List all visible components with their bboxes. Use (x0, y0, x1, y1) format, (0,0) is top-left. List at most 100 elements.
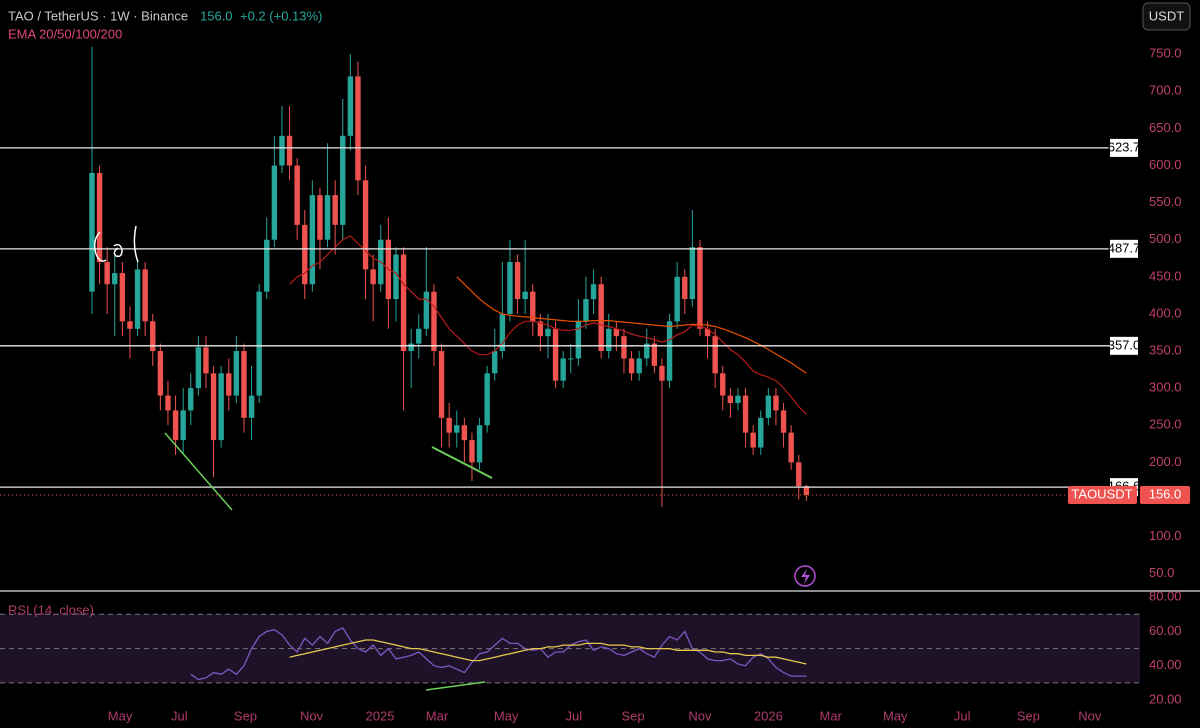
candle-body (264, 239, 270, 292)
candle-body (309, 195, 316, 285)
candle-body (157, 351, 164, 396)
last-price: 156.0 (200, 8, 233, 23)
alert-icon[interactable] (794, 565, 816, 587)
y-tick-label: 300.0 (1149, 380, 1182, 395)
candle-body (803, 486, 810, 496)
x-tick-label: 2025 (366, 708, 395, 723)
y-tick-label: 650.0 (1149, 120, 1182, 135)
last-price-box (1140, 486, 1190, 505)
candle-body (165, 395, 171, 411)
currency-button[interactable] (1142, 2, 1191, 31)
y-tick-label: 50.0 (1149, 565, 1174, 580)
candle-body (400, 254, 407, 352)
x-tick-label: 2026 (754, 708, 783, 723)
candle-body (271, 165, 278, 240)
handwriting (93, 225, 139, 263)
y-tick-label: 550.0 (1149, 194, 1182, 209)
candle-body (499, 313, 506, 352)
candle-body (294, 165, 300, 225)
candle-body (233, 351, 240, 396)
candle-body (355, 76, 361, 181)
candle-body (651, 343, 658, 366)
candle-body (704, 328, 711, 337)
ema-line (289, 235, 807, 415)
candle-body (484, 373, 490, 426)
candle-body (324, 195, 331, 240)
candle-body (720, 373, 726, 396)
candle-body (507, 261, 513, 314)
candle-body (423, 291, 430, 329)
x-tick-label: Sep (234, 708, 257, 723)
candle-body (172, 410, 179, 441)
candle-body (469, 440, 475, 463)
last-price-axis-label: 156.0 (1149, 486, 1182, 501)
candle-body (302, 224, 308, 285)
candle-body (104, 261, 110, 285)
candle-body (583, 299, 589, 322)
candle-body (659, 365, 665, 381)
rsi-line (289, 639, 807, 665)
candle-body (476, 425, 483, 463)
rsi-tick-label: 80.00 (1149, 588, 1182, 603)
price-change: +0.2 (+0.13%) (240, 8, 322, 23)
x-tick-label: Mar (819, 708, 842, 723)
y-tick-label: 200.0 (1149, 454, 1182, 469)
candle-body (431, 291, 437, 352)
symbol-label: TAOUSDT (1071, 486, 1132, 501)
alert-icon-bolt (801, 569, 810, 584)
y-tick-label: 400.0 (1149, 305, 1182, 320)
candle-body (150, 321, 156, 352)
level-label: 357.0 (1108, 337, 1141, 352)
trend-drawing (431, 446, 493, 479)
candle-body (552, 328, 559, 381)
candle-body (286, 135, 293, 166)
candle-body (127, 321, 133, 329)
candle-body (765, 395, 772, 418)
x-tick-label: Sep (1017, 708, 1040, 723)
symbol-box (1068, 486, 1137, 505)
candle-body (575, 321, 582, 359)
x-tick-label: May (883, 708, 908, 723)
candle-body (119, 273, 126, 322)
candle-body (522, 291, 528, 300)
candle-body (621, 336, 627, 359)
candle-body (560, 358, 566, 381)
candle-body (674, 276, 680, 322)
x-tick-label: Nov (300, 708, 324, 723)
level-label-box (1110, 336, 1138, 355)
x-tick-label: Sep (622, 708, 645, 723)
rsi-title: RSI (14, close) (8, 602, 94, 617)
candle-body (461, 425, 468, 441)
candle-body (112, 273, 118, 285)
candle-body (780, 410, 787, 433)
y-tick-label: 750.0 (1149, 46, 1182, 61)
candle-body (773, 395, 779, 411)
x-tick-label: May (494, 708, 519, 723)
candle-body (438, 351, 445, 418)
candle-body (416, 328, 422, 344)
candle-body (332, 195, 338, 225)
candle-body (537, 321, 544, 337)
candle-body (362, 180, 369, 270)
candle-body (408, 343, 414, 352)
level-label-box (1110, 239, 1138, 258)
rsi-tick-label: 20.00 (1149, 692, 1182, 707)
candle-body (241, 351, 247, 418)
candle-body (666, 321, 673, 381)
level-label-box (1110, 138, 1138, 157)
candle-body (727, 395, 734, 403)
candle-body (210, 373, 217, 441)
x-tick-label: Jul (954, 708, 971, 723)
currency-label: USDT (1149, 8, 1184, 23)
indicator-label: EMA 20/50/100/200 (8, 26, 122, 41)
x-tick-label: May (108, 708, 133, 723)
candle-body (613, 328, 620, 337)
candle-body (530, 291, 536, 322)
candle-body (248, 395, 255, 418)
trend-drawing (425, 681, 486, 691)
candle-body (256, 291, 262, 396)
x-tick-label: Jul (171, 708, 188, 723)
y-tick-label: 500.0 (1149, 231, 1182, 246)
candle-body (598, 284, 604, 352)
